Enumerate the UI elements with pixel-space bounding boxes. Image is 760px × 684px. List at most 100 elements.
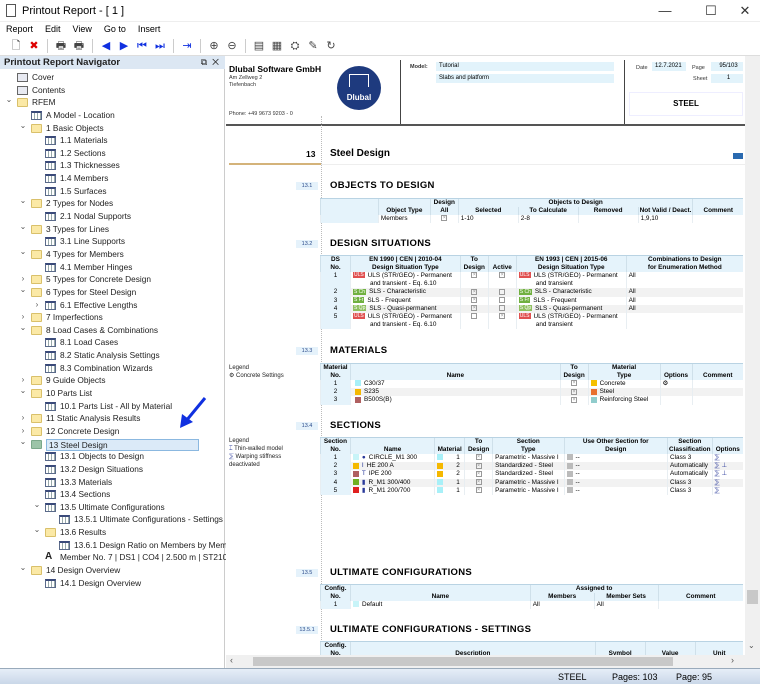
page-layout-icon[interactable]: ▤ xyxy=(253,39,265,52)
chevron-down-icon[interactable]: ⌄ xyxy=(19,196,27,206)
checkbox[interactable]: × xyxy=(475,478,482,485)
zoom-in-icon[interactable]: ⊕ xyxy=(209,39,219,52)
tree-item[interactable]: › 5 Types for Concrete Design xyxy=(0,273,225,286)
tree-item[interactable]: ⌄ 10 Parts List xyxy=(0,386,225,400)
previous-page-icon[interactable]: ◀ xyxy=(101,39,111,52)
tree-item[interactable]: ⌄ 1 Basic Objects xyxy=(0,120,225,135)
chevron-down-icon[interactable]: ⌄ xyxy=(19,246,27,256)
edit-icon[interactable]: ✎ xyxy=(308,39,318,52)
tree-item[interactable]: 2.1 Nodal Supports xyxy=(0,210,225,223)
checkbox[interactable]: × xyxy=(471,296,478,303)
tree-item[interactable]: › 6.1 Effective Lengths xyxy=(0,299,225,312)
scroll-down-icon[interactable]: ⌄ xyxy=(748,641,755,650)
checkbox[interactable] xyxy=(499,288,506,295)
checkbox[interactable]: × xyxy=(475,462,482,469)
zoom-out-icon[interactable]: ⊖ xyxy=(227,39,237,52)
scroll-right-icon[interactable]: › xyxy=(731,655,734,665)
chevron-down-icon[interactable]: ⌄ xyxy=(19,221,27,231)
vertical-scroll-thumb[interactable] xyxy=(747,590,758,604)
tree-item[interactable]: 4.1 Member Hinges xyxy=(0,261,225,274)
menu-insert[interactable]: Insert xyxy=(137,24,161,34)
menu-edit[interactable]: Edit xyxy=(45,24,61,34)
tree-item[interactable]: 1.5 Surfaces xyxy=(0,185,225,198)
checkbox[interactable] xyxy=(499,305,506,312)
tree-item[interactable]: ⌄ 14 Design Overview xyxy=(0,562,225,577)
tree-item[interactable]: ⌄ 13 Steel Design xyxy=(0,436,225,451)
checkbox[interactable]: × xyxy=(571,380,578,387)
last-page-icon[interactable]: ⏭ xyxy=(155,39,165,52)
checkbox[interactable]: × xyxy=(471,305,478,312)
go-to-page-icon[interactable]: ⇥ xyxy=(182,39,192,52)
refresh-icon[interactable]: ↻ xyxy=(326,39,336,52)
tree-item[interactable]: 13.3 Materials xyxy=(0,476,225,489)
tree-item[interactable]: ⌄ 2 Types for Nodes xyxy=(0,196,225,210)
checkbox[interactable]: × xyxy=(571,396,578,403)
vertical-scrollbar[interactable]: ⌄ xyxy=(745,56,760,655)
header-settings-icon[interactable]: ▦ xyxy=(271,39,283,52)
checkbox[interactable] xyxy=(471,313,478,320)
menu-view[interactable]: View xyxy=(72,24,92,34)
tree-item[interactable]: ⌄ 4 Types for Members xyxy=(0,246,225,261)
chevron-down-icon[interactable]: ⌄ xyxy=(19,436,27,446)
tree-item[interactable]: ⌄ 3 Types for Lines xyxy=(0,221,225,236)
tree-item[interactable]: 1.1 Materials xyxy=(0,134,225,147)
tree-item[interactable]: 1.3 Thicknesses xyxy=(0,159,225,172)
new-report-icon[interactable]: 🗋 xyxy=(11,39,21,52)
tree-item[interactable]: › 7 Imperfections xyxy=(0,311,225,324)
tree-item[interactable]: ⌄ 13.6 Results xyxy=(0,525,225,539)
chevron-right-icon[interactable]: › xyxy=(21,425,25,435)
tree-item[interactable]: 1.2 Sections xyxy=(0,147,225,160)
tree-item[interactable]: 13.5.1 Ultimate Configurations - Setting… xyxy=(0,513,225,526)
insert-icon[interactable]: ⛭ xyxy=(290,39,300,52)
tree-item[interactable]: 13.2 Design Situations xyxy=(0,463,225,476)
chevron-down-icon[interactable]: ⌄ xyxy=(19,562,27,572)
chevron-down-icon[interactable]: ⌄ xyxy=(33,499,41,509)
checkbox[interactable]: × xyxy=(471,272,478,279)
chevron-right-icon[interactable]: › xyxy=(21,375,25,385)
checkbox[interactable]: × xyxy=(571,388,578,395)
horizontal-scrollbar[interactable]: ‹ › xyxy=(226,655,760,668)
checkbox[interactable]: × xyxy=(441,215,448,222)
tree-item[interactable]: 10.1 Parts List - All by Material xyxy=(0,400,225,413)
tree-item[interactable]: 14.1 Design Overview xyxy=(0,577,225,590)
chevron-right-icon[interactable]: › xyxy=(21,274,25,284)
tree-item[interactable]: ⌄ 13.5 Ultimate Configurations xyxy=(0,499,225,514)
tree-item[interactable]: 8.1 Load Cases xyxy=(0,336,225,349)
tree-item[interactable]: Contents xyxy=(0,84,225,97)
chevron-down-icon[interactable]: ⌄ xyxy=(19,322,27,332)
chevron-down-icon[interactable]: ⌄ xyxy=(19,386,27,396)
close-button[interactable]: ✕ xyxy=(739,3,751,18)
chevron-down-icon[interactable]: ⌄ xyxy=(19,120,27,130)
tree-item[interactable]: ⌄ RFEM xyxy=(0,95,225,109)
tree-item[interactable]: A Model - Location xyxy=(0,109,225,122)
chevron-right-icon[interactable]: › xyxy=(21,413,25,423)
tree-item[interactable]: 13.6.1 Design Ratio on Members by Member xyxy=(0,539,239,552)
chevron-down-icon[interactable]: ⌄ xyxy=(5,95,13,105)
print-preview-icon[interactable]: 🖶 xyxy=(73,39,85,52)
checkbox[interactable]: × xyxy=(499,313,506,320)
tree-item[interactable]: 8.2 Static Analysis Settings xyxy=(0,349,225,362)
checkbox[interactable]: × xyxy=(499,272,506,279)
tree-item[interactable]: Cover xyxy=(0,71,225,84)
first-page-icon[interactable]: ⏮ xyxy=(137,39,147,52)
tree-item[interactable]: A Member No. 7 | DS1 | CO4 | 2.500 m | ST… xyxy=(0,551,232,564)
checkbox[interactable] xyxy=(499,296,506,303)
print-icon[interactable]: 🖶 xyxy=(55,39,67,52)
chevron-right-icon[interactable]: › xyxy=(35,299,39,309)
menu-report[interactable]: Report xyxy=(6,24,34,34)
horizontal-scroll-thumb[interactable] xyxy=(253,657,673,666)
delete-report-icon[interactable]: ✖ xyxy=(29,39,39,52)
menu-go-to[interactable]: Go to xyxy=(103,24,126,34)
tree-item[interactable]: › 11 Static Analysis Results xyxy=(0,412,225,425)
chevron-right-icon[interactable]: › xyxy=(21,312,25,322)
chevron-down-icon[interactable]: ⌄ xyxy=(19,284,27,294)
checkbox[interactable]: × xyxy=(471,288,478,295)
tree-item[interactable]: 1.4 Members xyxy=(0,172,225,185)
minimize-button[interactable]: — xyxy=(658,3,672,18)
checkbox[interactable]: × xyxy=(475,454,482,461)
tree-item[interactable]: 13.4 Sections xyxy=(0,488,225,501)
next-page-icon[interactable]: ▶ xyxy=(119,39,129,52)
tree-item[interactable]: 3.1 Line Supports xyxy=(0,235,225,248)
tree-item[interactable]: ⌄ 8 Load Cases & Combinations xyxy=(0,322,225,337)
tree-item[interactable]: › 12 Concrete Design xyxy=(0,425,225,438)
